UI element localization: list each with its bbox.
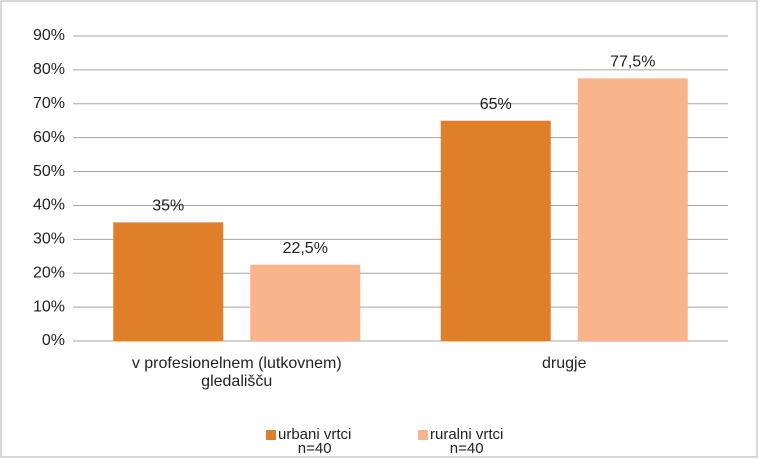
y-tick-label: 20% <box>33 264 65 281</box>
y-tick-label: 60% <box>33 129 65 146</box>
y-tick-label: 70% <box>33 95 65 112</box>
legend-swatch <box>266 430 276 440</box>
data-label: 77,5% <box>610 54 655 71</box>
bar <box>113 222 224 341</box>
data-label: 65% <box>480 96 512 113</box>
legend-label: urbani vrtci n=40 <box>278 426 352 457</box>
x-tick-label: drugje <box>542 355 587 372</box>
y-tick-label: 30% <box>33 231 65 248</box>
legend-swatch <box>418 430 428 440</box>
legend-label: ruralni vrtci n=40 <box>430 426 504 457</box>
bar <box>577 78 688 341</box>
data-label: 35% <box>152 198 184 215</box>
x-tick-label: v profesionelnem (lutkovnem) gledališču <box>131 355 342 390</box>
bar <box>440 120 551 341</box>
data-label: 22,5% <box>283 240 328 257</box>
y-tick-label: 0% <box>42 332 65 349</box>
y-tick-label: 80% <box>33 61 65 78</box>
y-tick-label: 90% <box>33 27 65 44</box>
y-tick-label: 50% <box>33 163 65 180</box>
y-tick-label: 10% <box>33 298 65 315</box>
bar <box>250 264 361 341</box>
y-tick-label: 40% <box>33 197 65 214</box>
